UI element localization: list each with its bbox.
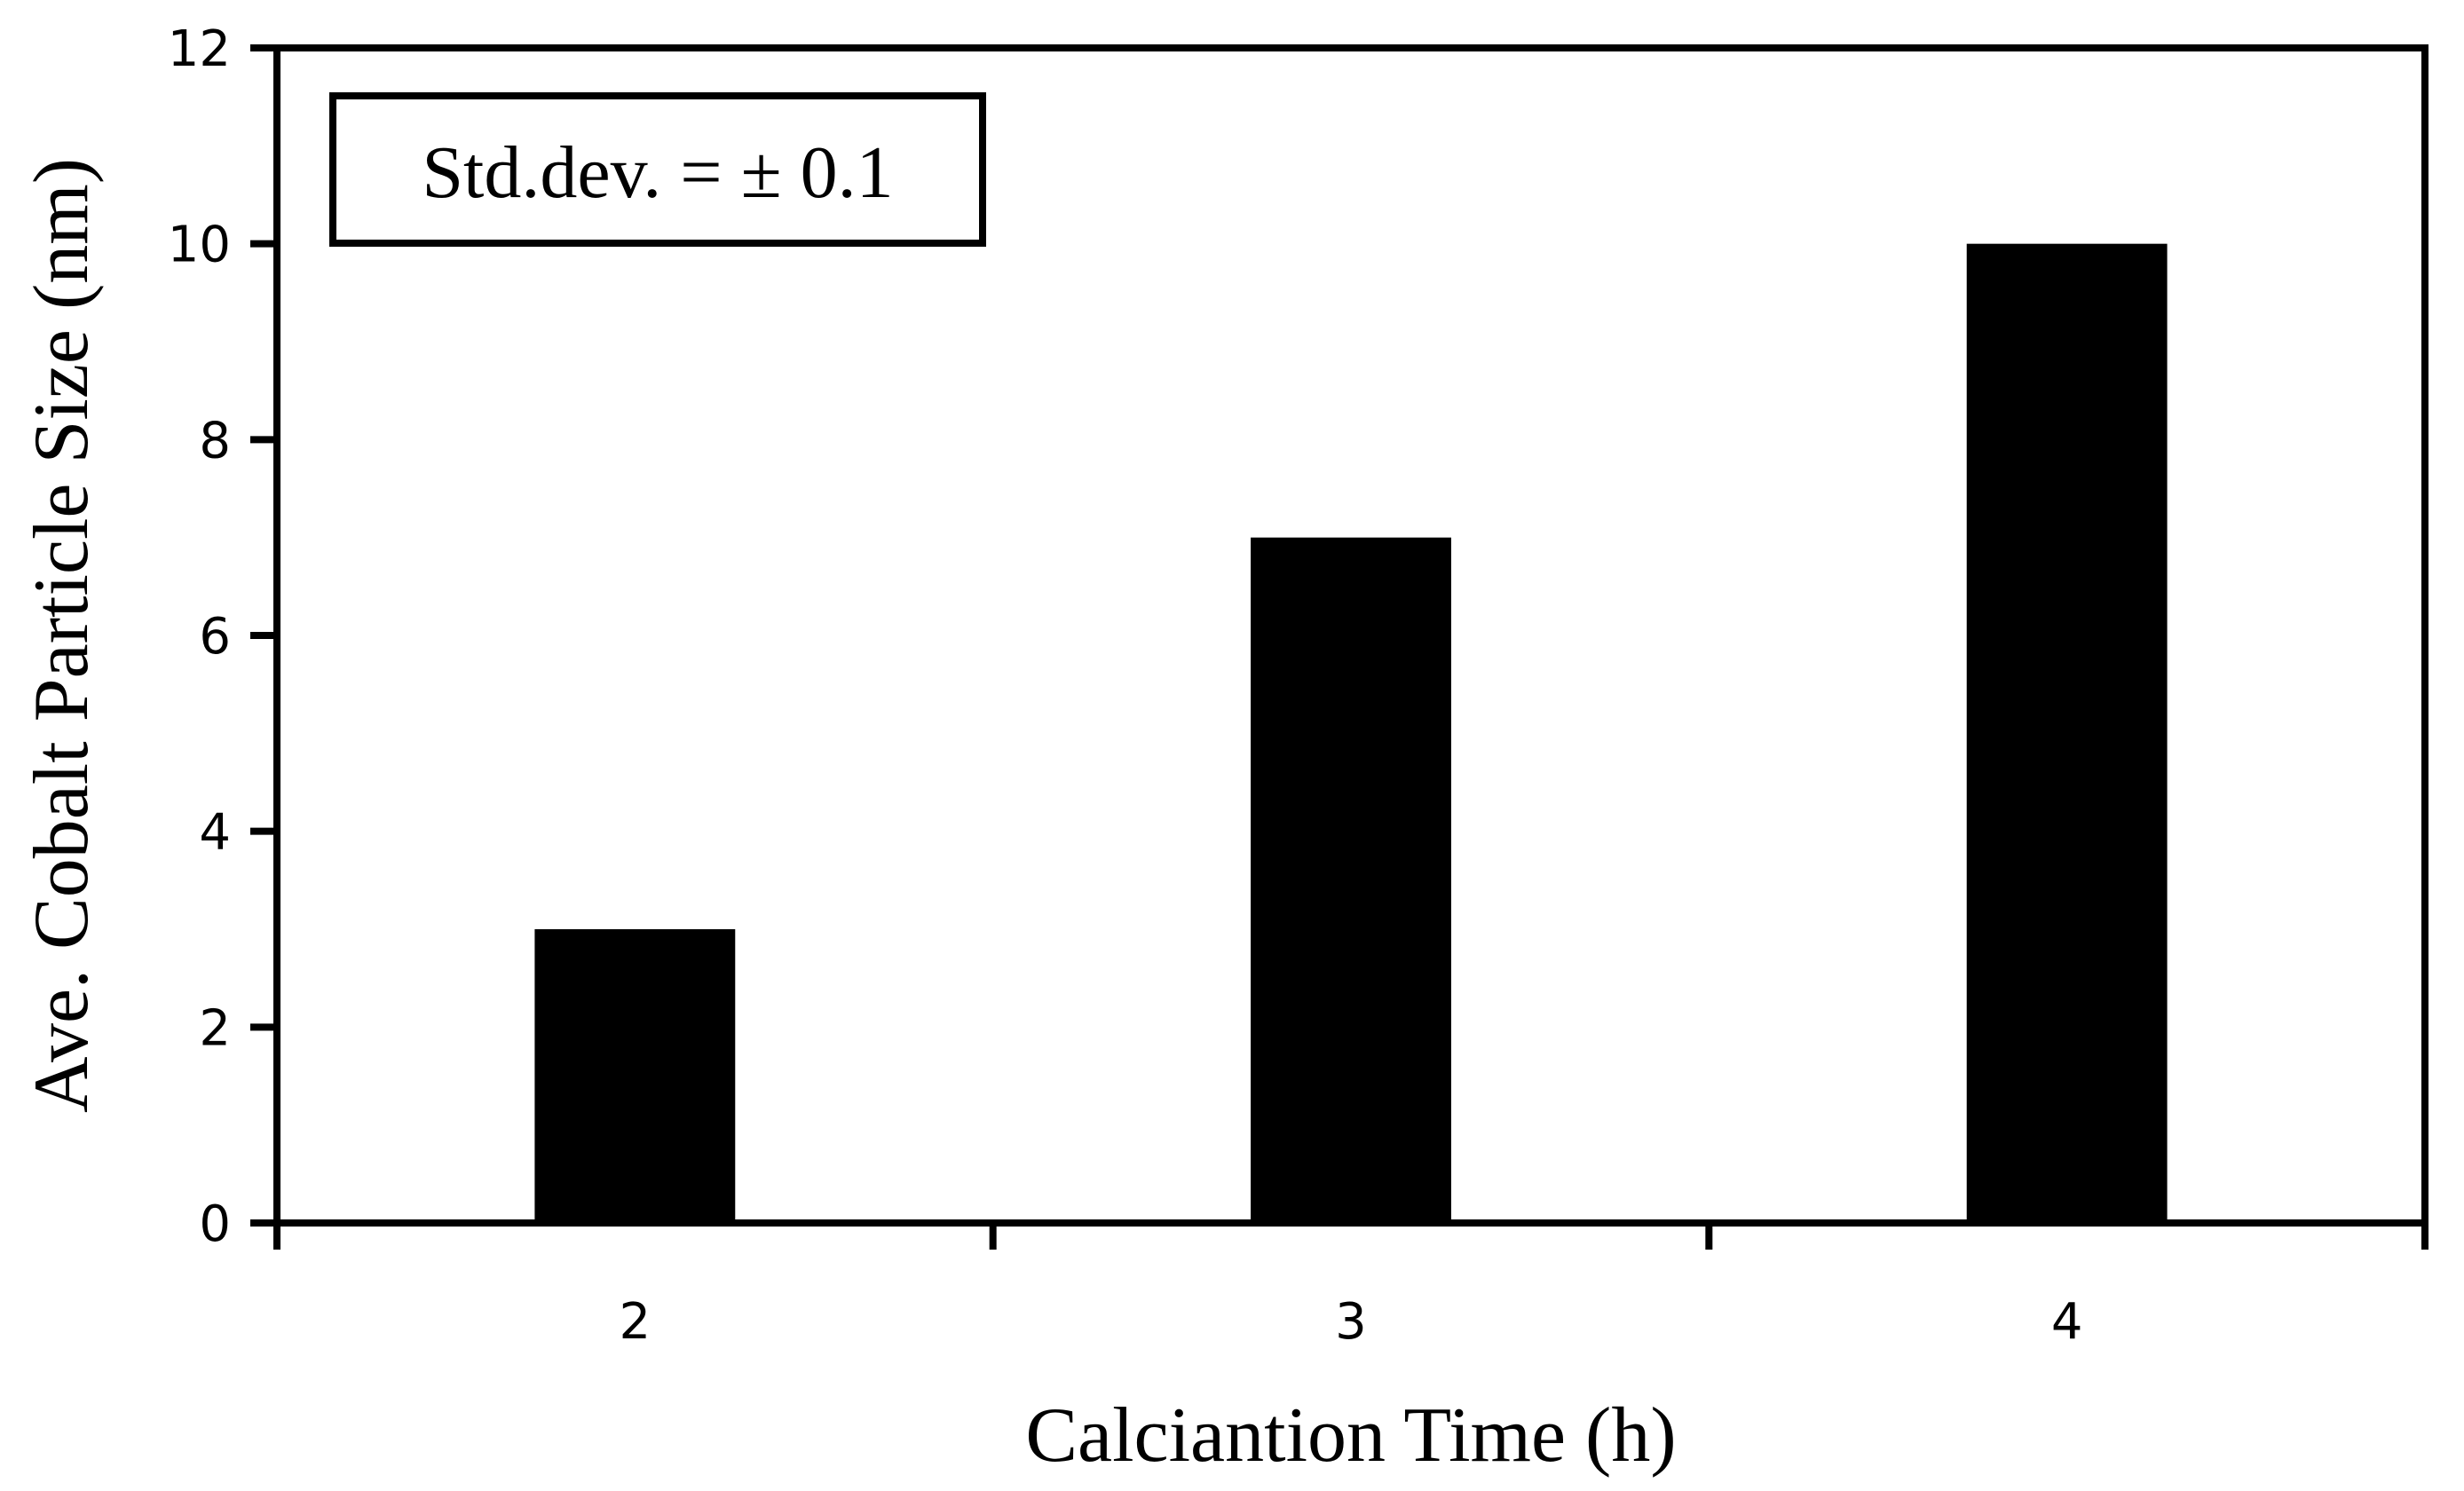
y-tick-label-10: 10 [168, 217, 231, 274]
y-tick-label-6: 6 [199, 608, 231, 666]
y-tick-label-0: 0 [199, 1195, 231, 1253]
bars-group [534, 243, 2168, 1224]
y-tick-label-12: 12 [168, 20, 231, 78]
bar-3 [1251, 537, 1451, 1223]
annotation-box [329, 92, 986, 247]
x-tick-label-3: 3 [1335, 1293, 1367, 1351]
y-axis-title: Ave. Cobalt Particle Size (nm) [19, 158, 105, 1113]
x-axis-title: Calciantion Time (h) [1025, 1392, 1676, 1479]
std-dev-annotation: Std.dev. = ± 0.1 [329, 92, 986, 247]
annotation-text: Std.dev. = ± 0.1 [422, 131, 893, 214]
x-tick-label-4: 4 [2051, 1293, 2083, 1351]
x-axis-ticks: 2 3 4 [273, 1223, 2428, 1351]
bar-2 [534, 929, 736, 1223]
y-axis-ticks: 0 2 4 6 8 10 12 [168, 20, 277, 1253]
x-tick-label-2: 2 [620, 1293, 652, 1351]
y-tick-label-4: 4 [199, 804, 231, 862]
bar-4 [1966, 243, 2168, 1224]
y-tick-label-8: 8 [199, 412, 231, 469]
y-tick-label-2: 2 [199, 999, 231, 1057]
